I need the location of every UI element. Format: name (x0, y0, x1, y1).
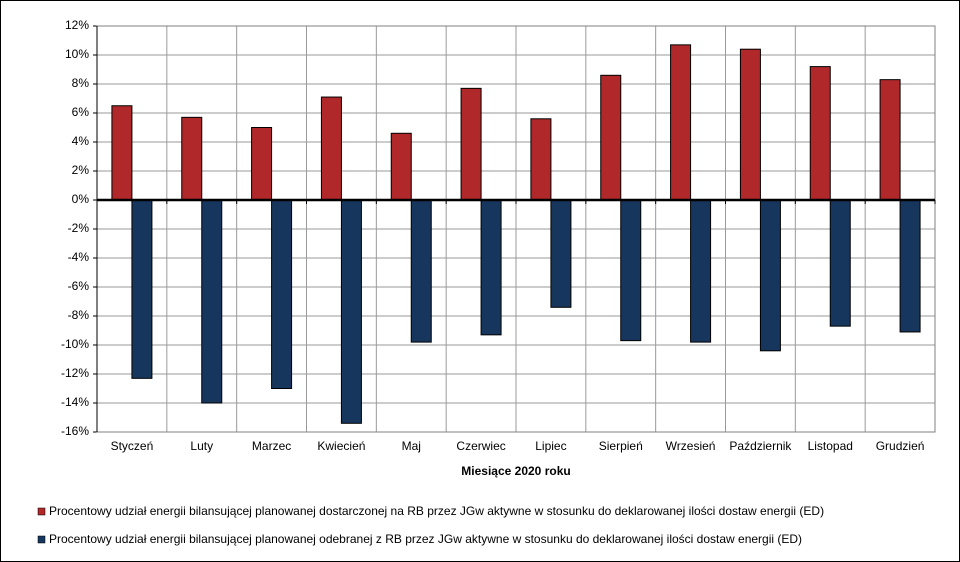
legend-label: Procentowy udział energii bilansującej p… (49, 504, 824, 518)
bar (829, 199, 851, 327)
x-tick-label: Październik (729, 439, 792, 453)
x-tick-label: Lipiec (535, 439, 566, 453)
x-tick-label: Czerwiec (456, 439, 505, 453)
bar (620, 199, 642, 342)
bar (271, 199, 293, 389)
x-tick-label: Listopad (808, 439, 853, 453)
bar (320, 96, 342, 201)
y-tick-label: 12% (65, 18, 89, 32)
x-axis-title: Miesiące 2020 roku (461, 464, 570, 478)
y-tick-label: 6% (72, 105, 90, 119)
x-tick-label: Grudzień (876, 439, 925, 453)
x-tick-label: Wrzesień (666, 439, 716, 453)
bar (670, 44, 692, 201)
y-tick-label: -6% (68, 279, 90, 293)
bar (739, 48, 761, 201)
y-tick-label: 2% (72, 163, 90, 177)
bar (759, 199, 781, 352)
x-tick-label: Maj (402, 439, 421, 453)
y-tick-label: -14% (61, 395, 89, 409)
y-tick-label: 0% (72, 192, 90, 206)
legend-label: Procentowy udział energii bilansującej p… (49, 532, 802, 546)
bar (480, 199, 502, 336)
y-tick-label: -16% (61, 424, 89, 438)
bar (899, 199, 921, 333)
y-tick-label: -2% (68, 221, 90, 235)
x-tick-label: Luty (190, 439, 213, 453)
bar (600, 74, 622, 201)
bar (181, 116, 203, 201)
x-tick-label: Sierpień (599, 439, 643, 453)
y-tick-label: -4% (68, 250, 90, 264)
bar (410, 199, 432, 343)
legend-swatch (37, 535, 46, 544)
legend-swatch (37, 507, 46, 516)
y-tick-label: 4% (72, 134, 90, 148)
bar (879, 79, 901, 201)
bar (251, 127, 273, 201)
bar (550, 199, 572, 308)
bar (690, 199, 712, 343)
x-tick-label: Marzec (252, 439, 291, 453)
bar (340, 199, 362, 424)
bar (460, 87, 482, 201)
bar (530, 118, 552, 201)
y-tick-label: -12% (61, 366, 89, 380)
y-tick-label: -8% (68, 308, 90, 322)
y-tick-label: -10% (61, 337, 89, 351)
bar (201, 199, 223, 404)
x-tick-label: Styczeń (111, 439, 154, 453)
y-tick-label: 8% (72, 76, 90, 90)
y-tick-label: 10% (65, 47, 89, 61)
bar (131, 199, 153, 379)
bar (809, 66, 831, 201)
x-tick-label: Kwiecień (317, 439, 365, 453)
bar (111, 105, 133, 201)
bar (390, 132, 412, 201)
